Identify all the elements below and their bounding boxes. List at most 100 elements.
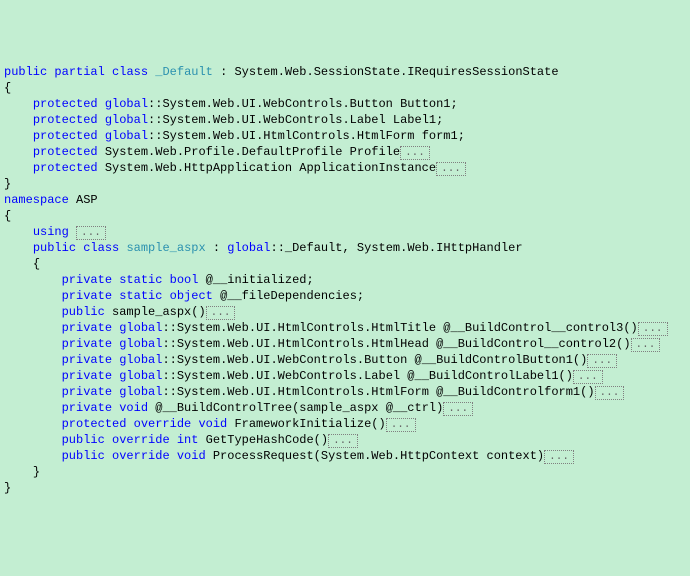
keyword-token: namespace xyxy=(4,193,69,207)
fold-toggle[interactable]: ... xyxy=(544,450,574,464)
fold-toggle[interactable]: ... xyxy=(595,386,625,400)
keyword-token: global xyxy=(105,97,148,111)
indent xyxy=(4,416,62,432)
keyword-token: protected xyxy=(33,129,98,143)
fold-toggle[interactable]: ... xyxy=(386,418,416,432)
code-line[interactable]: } xyxy=(0,176,690,192)
keyword-token: private xyxy=(62,369,112,383)
fold-toggle[interactable]: ... xyxy=(76,226,106,240)
text-token: } xyxy=(33,465,40,479)
type-token: _Default xyxy=(155,65,213,79)
indent xyxy=(4,464,33,480)
keyword-token: public xyxy=(33,241,76,255)
indent xyxy=(4,256,33,272)
code-line[interactable]: protected global::System.Web.UI.WebContr… xyxy=(0,112,690,128)
keyword-token: global xyxy=(119,369,162,383)
code-line[interactable]: using ... xyxy=(0,224,690,240)
code-line[interactable]: } xyxy=(0,464,690,480)
indent xyxy=(4,304,62,320)
fold-toggle[interactable]: ... xyxy=(443,402,473,416)
code-line[interactable]: private global::System.Web.UI.HtmlContro… xyxy=(0,336,690,352)
indent xyxy=(4,160,33,176)
text-token: ProcessRequest(System.Web.HttpContext co… xyxy=(213,449,544,463)
code-line[interactable]: { xyxy=(0,256,690,272)
code-line[interactable]: namespace ASP xyxy=(0,192,690,208)
fold-toggle[interactable]: ... xyxy=(638,322,668,336)
code-line[interactable]: private global::System.Web.UI.HtmlContro… xyxy=(0,384,690,400)
text-token: FrameworkInitialize() xyxy=(234,417,385,431)
keyword-token: global xyxy=(119,353,162,367)
code-line[interactable]: private global::System.Web.UI.HtmlContro… xyxy=(0,320,690,336)
keyword-token: override xyxy=(134,417,192,431)
fold-toggle[interactable]: ... xyxy=(587,354,617,368)
text-token: ::System.Web.UI.WebControls.Label @__Bui… xyxy=(162,369,572,383)
keyword-token: static xyxy=(119,273,162,287)
text-token: { xyxy=(4,209,11,223)
keyword-token: protected xyxy=(33,145,98,159)
keyword-token: protected xyxy=(33,113,98,127)
indent xyxy=(4,368,62,384)
keyword-token: private xyxy=(62,337,112,351)
text-token: ::_Default, System.Web.IHttpHandler xyxy=(271,241,523,255)
code-line[interactable]: private static object @__fileDependencie… xyxy=(0,288,690,304)
code-line[interactable]: protected System.Web.HttpApplication App… xyxy=(0,160,690,176)
indent xyxy=(4,288,62,304)
fold-toggle[interactable]: ... xyxy=(206,306,236,320)
code-line[interactable]: protected global::System.Web.UI.HtmlCont… xyxy=(0,128,690,144)
fold-toggle[interactable]: ... xyxy=(436,162,466,176)
text-token: ::System.Web.UI.HtmlControls.HtmlTitle @… xyxy=(162,321,637,335)
keyword-token: private xyxy=(62,273,112,287)
code-line[interactable]: public override void ProcessRequest(Syst… xyxy=(0,448,690,464)
keyword-token: class xyxy=(112,65,148,79)
indent xyxy=(4,320,62,336)
fold-toggle[interactable]: ... xyxy=(328,434,358,448)
keyword-token: int xyxy=(177,433,199,447)
keyword-token: override xyxy=(112,449,170,463)
keyword-token: global xyxy=(227,241,270,255)
keyword-token: global xyxy=(119,337,162,351)
code-line[interactable]: protected System.Web.Profile.DefaultProf… xyxy=(0,144,690,160)
code-line[interactable]: { xyxy=(0,80,690,96)
code-line[interactable]: private global::System.Web.UI.WebControl… xyxy=(0,352,690,368)
fold-toggle[interactable]: ... xyxy=(631,338,661,352)
keyword-token: global xyxy=(105,129,148,143)
code-line[interactable]: } xyxy=(0,480,690,496)
type-token: sample_aspx xyxy=(126,241,205,255)
text-token: { xyxy=(4,81,11,95)
text-token: ::System.Web.UI.WebControls.Button @__Bu… xyxy=(162,353,587,367)
indent xyxy=(4,144,33,160)
keyword-token: class xyxy=(83,241,119,255)
keyword-token: void xyxy=(119,401,148,415)
keyword-token: void xyxy=(177,449,206,463)
code-line[interactable]: public partial class _Default : System.W… xyxy=(0,64,690,80)
keyword-token: void xyxy=(198,417,227,431)
fold-toggle[interactable]: ... xyxy=(573,370,603,384)
keyword-token: private xyxy=(62,401,112,415)
code-line[interactable]: private static bool @__initialized; xyxy=(0,272,690,288)
fold-toggle[interactable]: ... xyxy=(400,146,430,160)
indent xyxy=(4,352,62,368)
code-line[interactable]: protected global::System.Web.UI.WebContr… xyxy=(0,96,690,112)
keyword-token: protected xyxy=(33,97,98,111)
code-line[interactable]: public class sample_aspx : global::_Defa… xyxy=(0,240,690,256)
text-token: ::System.Web.UI.WebControls.Label Label1… xyxy=(148,113,443,127)
code-editor[interactable]: public partial class _Default : System.W… xyxy=(0,64,690,496)
code-line[interactable]: private void @__BuildControlTree(sample_… xyxy=(0,400,690,416)
text-token: @__fileDependencies; xyxy=(220,289,364,303)
code-line[interactable]: public override int GetTypeHashCode()... xyxy=(0,432,690,448)
keyword-token: bool xyxy=(170,273,199,287)
text-token: ::System.Web.UI.HtmlControls.HtmlForm fo… xyxy=(148,129,465,143)
code-line[interactable]: { xyxy=(0,208,690,224)
text-token: @__initialized; xyxy=(206,273,314,287)
text-token: ::System.Web.UI.WebControls.Button Butto… xyxy=(148,97,458,111)
indent xyxy=(4,224,33,240)
code-line[interactable]: private global::System.Web.UI.WebControl… xyxy=(0,368,690,384)
indent xyxy=(4,400,62,416)
text-token: @__BuildControlTree(sample_aspx @__ctrl) xyxy=(155,401,443,415)
code-line[interactable]: public sample_aspx()... xyxy=(0,304,690,320)
code-line[interactable]: protected override void FrameworkInitial… xyxy=(0,416,690,432)
keyword-token: public xyxy=(4,65,47,79)
keyword-token: private xyxy=(62,385,112,399)
indent xyxy=(4,240,33,256)
keyword-token: static xyxy=(119,289,162,303)
